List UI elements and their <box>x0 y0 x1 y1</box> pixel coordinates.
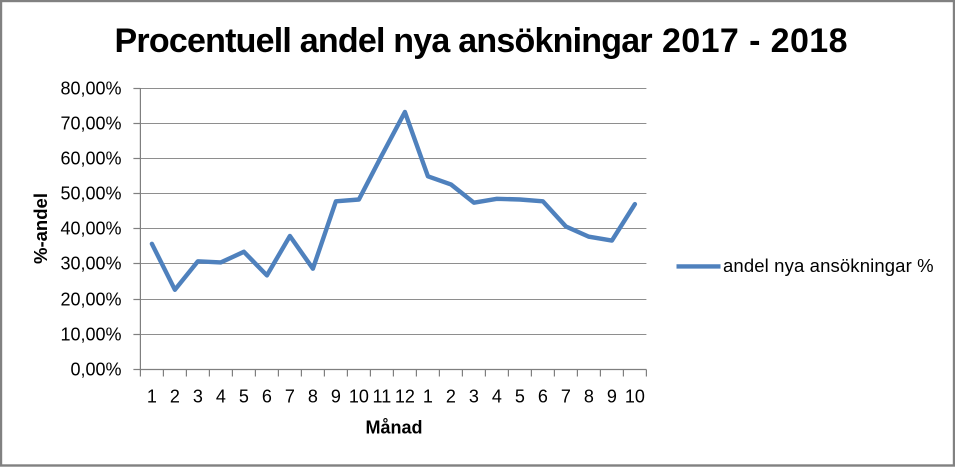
svg-text:60,00%: 60,00% <box>60 149 121 169</box>
svg-text:%-andel: %-andel <box>30 193 51 264</box>
svg-text:3: 3 <box>193 387 203 407</box>
svg-text:70,00%: 70,00% <box>60 114 121 134</box>
svg-text:10: 10 <box>349 387 369 407</box>
svg-text:50,00%: 50,00% <box>60 184 121 204</box>
svg-text:9: 9 <box>607 387 617 407</box>
svg-text:4: 4 <box>216 387 226 407</box>
svg-text:5: 5 <box>239 387 249 407</box>
svg-text:1: 1 <box>147 387 157 407</box>
svg-text:8: 8 <box>584 387 594 407</box>
svg-text:7: 7 <box>561 387 571 407</box>
svg-text:20,00%: 20,00% <box>60 290 121 310</box>
svg-text:40,00%: 40,00% <box>60 219 121 239</box>
svg-text:80,00%: 80,00% <box>60 79 121 99</box>
svg-text:7: 7 <box>285 387 295 407</box>
svg-text:12: 12 <box>395 387 415 407</box>
svg-text:5: 5 <box>515 387 525 407</box>
svg-text:andel nya ansökningar %: andel nya ansökningar % <box>723 255 934 276</box>
svg-text:2: 2 <box>170 387 180 407</box>
svg-text:6: 6 <box>538 387 548 407</box>
svg-text:6: 6 <box>262 387 272 407</box>
svg-text:Månad: Månad <box>365 418 422 438</box>
svg-text:0,00%: 0,00% <box>70 360 121 380</box>
svg-text:3: 3 <box>469 387 479 407</box>
svg-text:1: 1 <box>423 387 433 407</box>
svg-text:30,00%: 30,00% <box>60 254 121 274</box>
svg-text:10,00%: 10,00% <box>60 325 121 345</box>
svg-text:9: 9 <box>331 387 341 407</box>
svg-text:8: 8 <box>308 387 318 407</box>
svg-text:4: 4 <box>492 387 502 407</box>
svg-text:10: 10 <box>625 387 645 407</box>
svg-text:Procentuell andel nya ansöknin: Procentuell andel nya ansökningar 2017 - … <box>115 22 848 60</box>
svg-text:11: 11 <box>373 387 392 407</box>
svg-text:2: 2 <box>446 387 456 407</box>
